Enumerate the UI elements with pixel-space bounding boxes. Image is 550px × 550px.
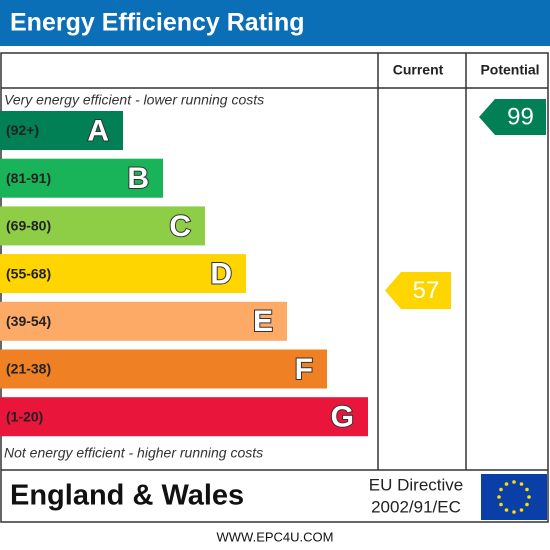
potential-value: 99 (507, 103, 534, 130)
current-arrow (385, 272, 451, 309)
title-bar (0, 0, 550, 46)
band-range: (81-91) (6, 170, 51, 186)
band-bar (0, 254, 246, 294)
star (499, 487, 503, 492)
band-bar (0, 301, 287, 341)
band-range: (21-38) (6, 361, 51, 377)
potential-arrow (479, 99, 546, 135)
website: WWW.EPC4U.COM (217, 529, 334, 544)
star (527, 495, 531, 499)
star (499, 502, 503, 507)
band-range: (1-20) (6, 408, 43, 424)
band-letter: D (210, 258, 232, 291)
band-range: (55-68) (6, 265, 51, 281)
band-letter: B (127, 162, 149, 195)
title: Energy Efficiency Rating (10, 9, 305, 37)
band-bar (0, 158, 163, 198)
band-letter: A (87, 114, 109, 147)
star (497, 495, 501, 499)
band-range: (69-80) (6, 218, 51, 234)
star (504, 482, 509, 486)
bottom-note: Not energy efficient - higher running co… (4, 445, 263, 461)
region: England & Wales (10, 480, 244, 512)
band-letter: G (331, 401, 354, 434)
directive: 2002/91/EC (371, 497, 461, 516)
column-header: Current (393, 62, 444, 78)
band-letter: F (295, 353, 313, 386)
band-range: (92+) (6, 122, 39, 138)
band-bar (0, 206, 205, 246)
top-note: Very energy efficient - lower running co… (4, 92, 264, 108)
current-value: 57 (413, 277, 440, 304)
star (525, 502, 529, 507)
band-bar (0, 397, 368, 437)
band-bar (0, 349, 327, 389)
star (512, 480, 516, 484)
band-letter: C (169, 210, 191, 243)
eu-stars (497, 480, 531, 514)
star (519, 508, 524, 512)
band-bar (0, 111, 123, 150)
band-range: (39-54) (6, 313, 51, 329)
band-letter: E (253, 305, 273, 338)
directive: EU Directive (369, 475, 463, 494)
star (519, 482, 524, 486)
star (512, 510, 516, 514)
star (525, 487, 529, 492)
column-header: Potential (480, 62, 539, 78)
star (504, 508, 509, 512)
